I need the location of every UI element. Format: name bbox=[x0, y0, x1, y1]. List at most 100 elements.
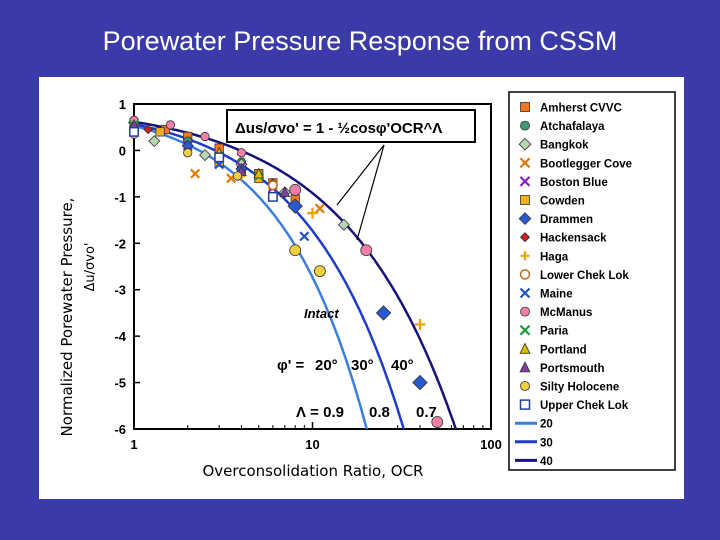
legend-marker-maine bbox=[519, 287, 531, 299]
point-mcmanus bbox=[289, 183, 302, 196]
x-axis-label: Overconsolidation Ratio, OCR bbox=[203, 462, 424, 480]
legend-marker-silty-holocene bbox=[520, 381, 530, 391]
data-points bbox=[127, 115, 444, 428]
y-axis-label-line2: Δu/σvo' bbox=[83, 243, 98, 292]
y-tick-label: -2 bbox=[114, 236, 126, 251]
legend-label: Hackensack bbox=[540, 233, 607, 245]
legend-label: Amherst CVVC bbox=[540, 103, 622, 115]
x-tick-label: 10 bbox=[305, 437, 319, 452]
point-silty-holocene bbox=[313, 265, 326, 278]
legend-label: Portsmouth bbox=[540, 363, 605, 375]
y-tick-label: 1 bbox=[119, 97, 126, 112]
curve-20 bbox=[134, 124, 368, 429]
y-tick-label: -5 bbox=[114, 376, 126, 391]
point-lower-chek-lok bbox=[267, 180, 278, 191]
pointer-arrow-1 bbox=[336, 144, 385, 206]
pointer-arrow-2 bbox=[356, 144, 385, 241]
point-cowden bbox=[155, 127, 165, 137]
point-portland bbox=[253, 167, 265, 179]
legend-label: 20 bbox=[540, 419, 553, 431]
legend-label: Bangkok bbox=[540, 140, 589, 152]
figure-panel: 1 0 -1 -2 -3 -4 -5 -6 1 10 100 Δus/σvo' = 1 - ½cos… bbox=[39, 77, 684, 499]
point-haga bbox=[414, 319, 426, 331]
y-tick-label: -4 bbox=[114, 329, 126, 344]
y-axis-label-line1: Normalized Porewater Pressure, bbox=[58, 198, 76, 437]
legend-marker-amherst-cvvc bbox=[520, 102, 530, 112]
legend-marker-lower-chek-lok bbox=[519, 269, 531, 280]
y-tick-label: -1 bbox=[114, 190, 126, 205]
legend-marker-mcmanus bbox=[520, 306, 530, 317]
legend-label: Portland bbox=[540, 344, 587, 356]
legend-label: 30 bbox=[540, 437, 553, 449]
legend-label: Lower Chek Lok bbox=[540, 270, 629, 282]
point-portsmouth bbox=[279, 186, 291, 197]
y-tick-label: 0 bbox=[119, 143, 126, 158]
annotations: Δus/σvo' = 1 - ½cosφ'OCR^Λ Intact φ' = 2… bbox=[226, 109, 476, 421]
point-upper-chek-lok bbox=[214, 152, 225, 163]
phi-value-40: 40° bbox=[391, 357, 414, 374]
legend-marker-portland bbox=[519, 342, 531, 354]
plot-area: 10-1-2-3-4-5-61 10 100 bbox=[114, 97, 501, 452]
legend-label: Boston Blue bbox=[540, 177, 608, 189]
y-tick-label: -3 bbox=[114, 283, 126, 298]
plot-frame bbox=[133, 103, 492, 430]
point-mcmanus bbox=[431, 416, 444, 428]
legend-marker-haga bbox=[520, 251, 530, 261]
legend-marker-bangkok bbox=[518, 137, 532, 151]
lambda-value-07: 0.7 bbox=[416, 404, 437, 421]
legend-label: 40 bbox=[540, 456, 553, 468]
x-tick-label: 100 bbox=[480, 437, 502, 452]
lambda-label: Λ = 0.9 bbox=[296, 404, 344, 421]
phi-label: φ' = bbox=[277, 357, 304, 374]
point-silty-holocene bbox=[232, 171, 243, 181]
legend-label: McManus bbox=[540, 307, 592, 319]
point-mcmanus bbox=[200, 131, 210, 142]
legend-box bbox=[508, 91, 676, 471]
legend-marker-paria bbox=[519, 324, 531, 336]
phi-value-20: 20° bbox=[315, 357, 338, 374]
point-upper-chek-lok bbox=[129, 126, 139, 137]
point-bangkok bbox=[148, 135, 161, 148]
y-tick-label: -6 bbox=[114, 422, 126, 437]
point-bootlegger-cove bbox=[190, 168, 201, 179]
legend-marker-portsmouth bbox=[519, 361, 531, 373]
point-mcmanus bbox=[165, 120, 176, 130]
legend-marker-drammen bbox=[518, 212, 532, 226]
legend: Amherst CVVC Atchafalaya Bangkok Bootlegger… bbox=[508, 91, 676, 471]
legend-label: Upper Chek Lok bbox=[540, 400, 629, 412]
legend-label: Paria bbox=[540, 326, 569, 338]
point-bangkok bbox=[337, 218, 350, 231]
point-drammen bbox=[375, 305, 392, 321]
legend-label: Silty Holocene bbox=[540, 382, 619, 394]
phi-value-30: 30° bbox=[351, 357, 374, 374]
point-upper-chek-lok bbox=[267, 191, 278, 202]
legend-marker-cowden bbox=[520, 195, 530, 205]
point-drammen bbox=[287, 198, 303, 214]
point-haga bbox=[307, 207, 318, 219]
point-hackensack bbox=[143, 124, 153, 135]
point-mcmanus bbox=[236, 148, 247, 158]
point-silty-holocene bbox=[289, 244, 302, 257]
x-tick-label: 1 bbox=[130, 437, 137, 452]
chart: 10-1-2-3-4-5-61 10 100 Δus/σvo' = 1 - ½cos… bbox=[58, 91, 676, 480]
point-bootlegger-cove bbox=[314, 203, 325, 214]
equation-box bbox=[226, 109, 476, 143]
legend-label: Maine bbox=[540, 289, 573, 301]
intact-label: Intact bbox=[304, 306, 339, 321]
point-silty-holocene bbox=[183, 148, 193, 158]
legend-marker-bootlegger-cove bbox=[519, 157, 531, 169]
legend-marker-hackensack bbox=[519, 232, 531, 243]
legend-label: Haga bbox=[540, 251, 569, 263]
slide-title: Porewater Pressure Response from CSSM bbox=[102, 26, 618, 56]
point-bangkok bbox=[199, 149, 212, 162]
equation-text: Δus/σvo' = 1 - ½cosφ'OCR^Λ bbox=[235, 120, 442, 137]
legend-marker-boston-blue bbox=[519, 176, 531, 187]
lambda-value-08: 0.8 bbox=[369, 404, 390, 421]
legend-label: Cowden bbox=[540, 196, 585, 208]
legend-label: Atchafalaya bbox=[540, 121, 605, 133]
point-mcmanus bbox=[360, 244, 373, 257]
legend-marker-upper-chek-lok bbox=[519, 399, 531, 410]
point-drammen bbox=[412, 374, 428, 391]
legend-label: Drammen bbox=[540, 214, 593, 226]
legend-label: Bootlegger Cove bbox=[540, 158, 632, 170]
